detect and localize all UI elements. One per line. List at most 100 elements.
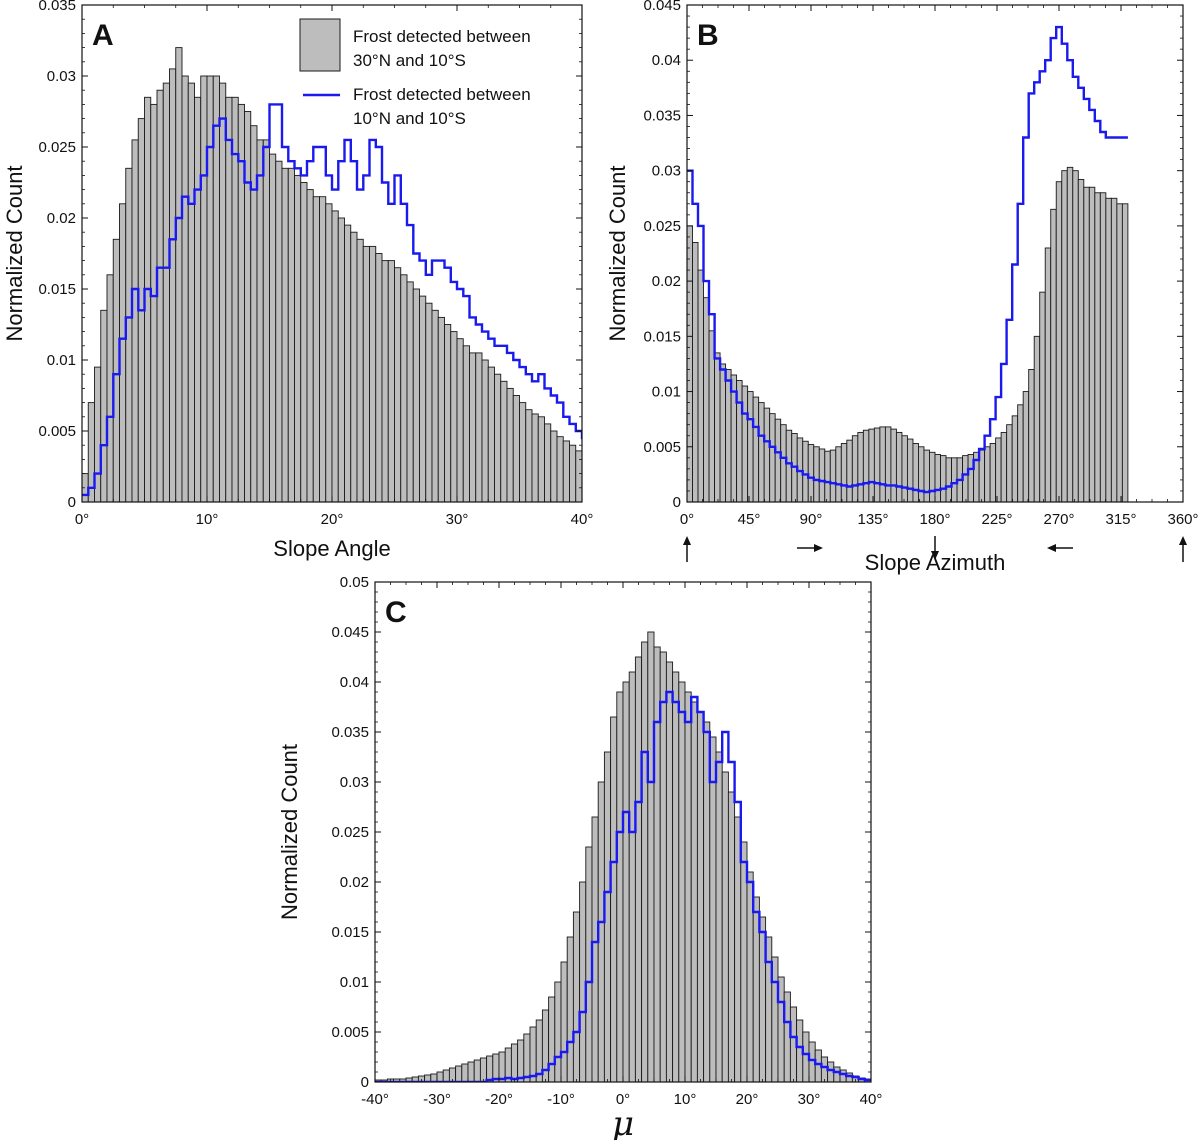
histogram-bar bbox=[506, 387, 514, 502]
histogram-bar bbox=[715, 751, 723, 1082]
histogram-bar bbox=[375, 253, 383, 502]
histogram-bar bbox=[510, 1043, 519, 1082]
x-tick-label: 180° bbox=[919, 511, 950, 528]
histogram-bar bbox=[1061, 170, 1068, 502]
histogram-bar bbox=[1088, 186, 1096, 502]
histogram-bar bbox=[562, 440, 570, 502]
histogram-bar bbox=[626, 482, 632, 502]
histogram-bar bbox=[696, 711, 705, 1082]
histogram-bar bbox=[517, 1039, 525, 1082]
histogram-bar bbox=[923, 449, 930, 502]
histogram-bar bbox=[481, 359, 489, 502]
y-tick-label: 0.045 bbox=[331, 624, 369, 641]
arrowhead bbox=[1047, 544, 1056, 552]
histogram-bar bbox=[1044, 247, 1052, 502]
y-tick-label: 0.02 bbox=[47, 210, 76, 227]
histogram-bar bbox=[647, 631, 655, 1082]
histogram-bar bbox=[1099, 192, 1107, 502]
histogram-bar bbox=[572, 911, 581, 1082]
arrowhead bbox=[683, 536, 691, 545]
histogram-bar bbox=[456, 338, 464, 502]
histogram-bar bbox=[840, 443, 848, 502]
histogram-bar bbox=[1006, 424, 1013, 502]
histogram-bar bbox=[747, 391, 754, 502]
histogram-bar bbox=[678, 681, 686, 1082]
histogram-bar bbox=[1033, 335, 1041, 502]
histogram-bar bbox=[918, 446, 925, 502]
histogram-bar bbox=[690, 701, 698, 1082]
histogram-bar bbox=[995, 437, 1002, 502]
x-tick-label: 30° bbox=[798, 1091, 821, 1108]
histogram-bar bbox=[442, 1069, 450, 1082]
histogram-bar bbox=[769, 413, 776, 502]
legend: Frost detected between 30°N and 10°S Frost… bbox=[299, 18, 531, 128]
x-tick-label: 20° bbox=[736, 1091, 759, 1108]
histogram-bar bbox=[150, 103, 158, 502]
y-axis-label: Normalized Count bbox=[2, 165, 27, 341]
x-tick-label: 90° bbox=[800, 511, 823, 528]
x-tick-label: 360° bbox=[1167, 511, 1198, 528]
y-tick-label: 0.02 bbox=[340, 874, 369, 891]
histogram-bar bbox=[356, 238, 364, 502]
y-tick-label: 0.045 bbox=[643, 0, 681, 14]
histogram-bar bbox=[425, 302, 433, 502]
histogram-bar bbox=[200, 75, 208, 502]
histogram-bar bbox=[1077, 179, 1085, 502]
histogram-bar bbox=[1094, 192, 1101, 502]
panel-c-chart: -40° -30° -20° -10° 0° 10° 20° 30° 40° 0 0.005 0.01… bbox=[277, 574, 882, 1140]
histogram-bar bbox=[601, 468, 607, 502]
histogram-bar bbox=[1116, 203, 1123, 502]
histogram-bar bbox=[1105, 197, 1112, 502]
histogram-bar bbox=[813, 446, 820, 502]
histogram-bar bbox=[406, 281, 414, 502]
histogram-bar bbox=[256, 139, 264, 502]
histogram-bar bbox=[657, 493, 663, 502]
panel-letter: A bbox=[92, 19, 114, 52]
histogram-bar bbox=[262, 139, 270, 502]
histogram-bar bbox=[895, 431, 903, 502]
histogram-bar bbox=[758, 402, 765, 502]
histogram-bar bbox=[721, 771, 729, 1082]
arrowhead bbox=[814, 544, 823, 552]
histogram-bar bbox=[337, 217, 345, 502]
histogram-bar bbox=[537, 416, 545, 502]
histogram-bar bbox=[467, 1061, 475, 1082]
series-step-line bbox=[375, 690, 871, 1082]
histogram-bar bbox=[550, 430, 558, 502]
y-tick-label: 0.025 bbox=[331, 824, 369, 841]
histogram-bar bbox=[672, 671, 680, 1082]
histogram-bar bbox=[774, 418, 782, 502]
panel-letter: B bbox=[697, 19, 719, 52]
y-axis-label: Normalized Count bbox=[277, 744, 302, 920]
y-tick-label: 0.01 bbox=[47, 352, 76, 369]
histogram-bar bbox=[362, 245, 370, 502]
histogram-bar bbox=[131, 139, 139, 502]
histogram-bar bbox=[1121, 203, 1129, 502]
histogram-bar bbox=[763, 407, 771, 502]
histogram-bar bbox=[381, 260, 389, 502]
y-tick-label: 0.04 bbox=[652, 52, 681, 69]
x-tick-label: 0° bbox=[75, 511, 89, 528]
y-tick-label: 0.015 bbox=[643, 328, 681, 345]
histogram-bar bbox=[325, 203, 333, 502]
histogram-bar bbox=[835, 446, 842, 502]
histogram-bar bbox=[628, 671, 636, 1082]
histogram-bar bbox=[162, 82, 170, 502]
y-tick-label: 0 bbox=[673, 494, 681, 511]
histogram-bar bbox=[912, 443, 919, 502]
histogram-bar bbox=[714, 352, 721, 502]
y-tick-label: 0.04 bbox=[340, 674, 369, 691]
histogram-bar bbox=[444, 324, 452, 502]
histogram-bar bbox=[181, 75, 189, 502]
histogram-bar bbox=[727, 791, 736, 1082]
histogram-bar bbox=[1017, 404, 1024, 502]
histogram-bar bbox=[554, 981, 562, 1082]
histogram-bar bbox=[1066, 166, 1074, 502]
histogram-bar bbox=[556, 436, 564, 502]
histogram-bar bbox=[512, 395, 520, 502]
y-tick-label: 0.005 bbox=[38, 423, 76, 440]
histogram-bar bbox=[350, 231, 358, 502]
histogram-bar bbox=[879, 426, 886, 502]
histogram-bar bbox=[851, 435, 859, 502]
histogram-bar bbox=[607, 472, 613, 502]
